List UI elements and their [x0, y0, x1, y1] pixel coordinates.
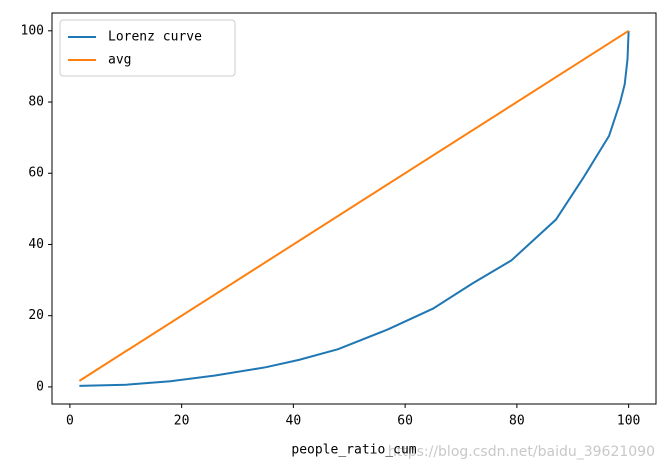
x-tick-label: 60 — [397, 414, 413, 429]
x-tick-label: 20 — [174, 414, 190, 429]
line — [78, 29, 630, 382]
x-tick-label: 0 — [66, 414, 74, 429]
x-tick-label: 40 — [286, 414, 302, 429]
x-tick-label: 80 — [509, 414, 525, 429]
y-tick-label: 100 — [21, 23, 44, 38]
legend-box — [59, 19, 236, 77]
line — [79, 30, 630, 387]
y-tick-label: 40 — [28, 237, 44, 252]
legend-label: avg — [108, 53, 131, 68]
x-axis-label: people_ratio_cum — [291, 443, 416, 458]
x-tick-label: 100 — [617, 414, 640, 429]
watermark: https://blog.csdn.net/baidu_39621090 — [388, 444, 655, 460]
y-tick-label: 80 — [28, 95, 44, 110]
y-tick-label: 60 — [28, 166, 44, 181]
legend-label: Lorenz curve — [108, 30, 202, 45]
axes-frame — [51, 12, 657, 405]
y-tick-label: 20 — [28, 308, 44, 323]
y-tick-label: 0 — [36, 379, 44, 394]
